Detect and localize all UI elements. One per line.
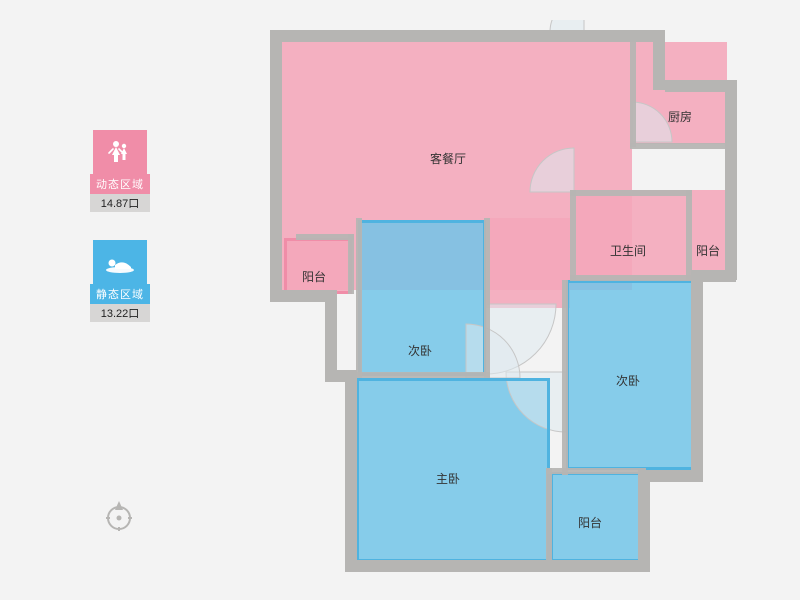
outer-wall [691,270,703,480]
inner-wall [630,42,636,147]
room-label: 主卧 [436,470,460,487]
inner-wall [562,280,568,475]
legend-static-value: 13.22口 [90,304,150,322]
inner-wall [348,234,354,294]
inner-wall [630,143,730,149]
inner-wall [296,234,354,240]
outer-wall [665,80,735,92]
outer-wall [638,470,650,570]
legend-dynamic: 动态区域 14.87口 [80,130,160,212]
legend-dynamic-iconbox [93,130,147,174]
outer-wall [270,290,330,302]
inner-wall [686,190,692,280]
compass-icon [102,498,136,532]
outer-wall [270,30,665,42]
pink-zone-border [284,238,352,294]
legend-static-label: 静态区域 [90,284,150,304]
legend-dynamic-label: 动态区域 [90,174,150,194]
room-label: 厨房 [668,108,692,125]
room-label: 次卧 [616,372,640,389]
floorplan: 客餐厅厨房卫生间阳台阳台次卧次卧主卧阳台 [270,20,740,575]
room-label: 阳台 [578,514,602,531]
outer-wall [653,30,665,90]
outer-wall [325,290,337,380]
outer-wall [345,560,650,572]
outer-wall [270,30,282,302]
inner-wall [570,190,576,280]
legend: 动态区域 14.87口 静态区域 13.22口 [80,130,160,350]
inner-wall [546,468,646,474]
outer-wall [725,80,737,280]
inner-wall [484,218,490,378]
canvas: 动态区域 14.87口 静态区域 13.22口 客餐厅厨房卫生 [0,0,800,600]
inner-wall [356,218,362,378]
people-icon [105,137,135,167]
outer-wall [345,370,357,570]
room-label: 卫生间 [610,242,646,259]
room-label: 阳台 [696,242,720,259]
room-label: 次卧 [408,342,432,359]
room-label: 客餐厅 [430,150,466,167]
legend-static: 静态区域 13.22口 [80,240,160,322]
inner-wall [546,468,552,563]
room-label: 阳台 [302,268,326,285]
legend-dynamic-value: 14.87口 [90,194,150,212]
sleep-icon [103,249,137,275]
inner-wall [570,190,692,196]
legend-static-iconbox [93,240,147,284]
inner-wall [356,372,490,378]
